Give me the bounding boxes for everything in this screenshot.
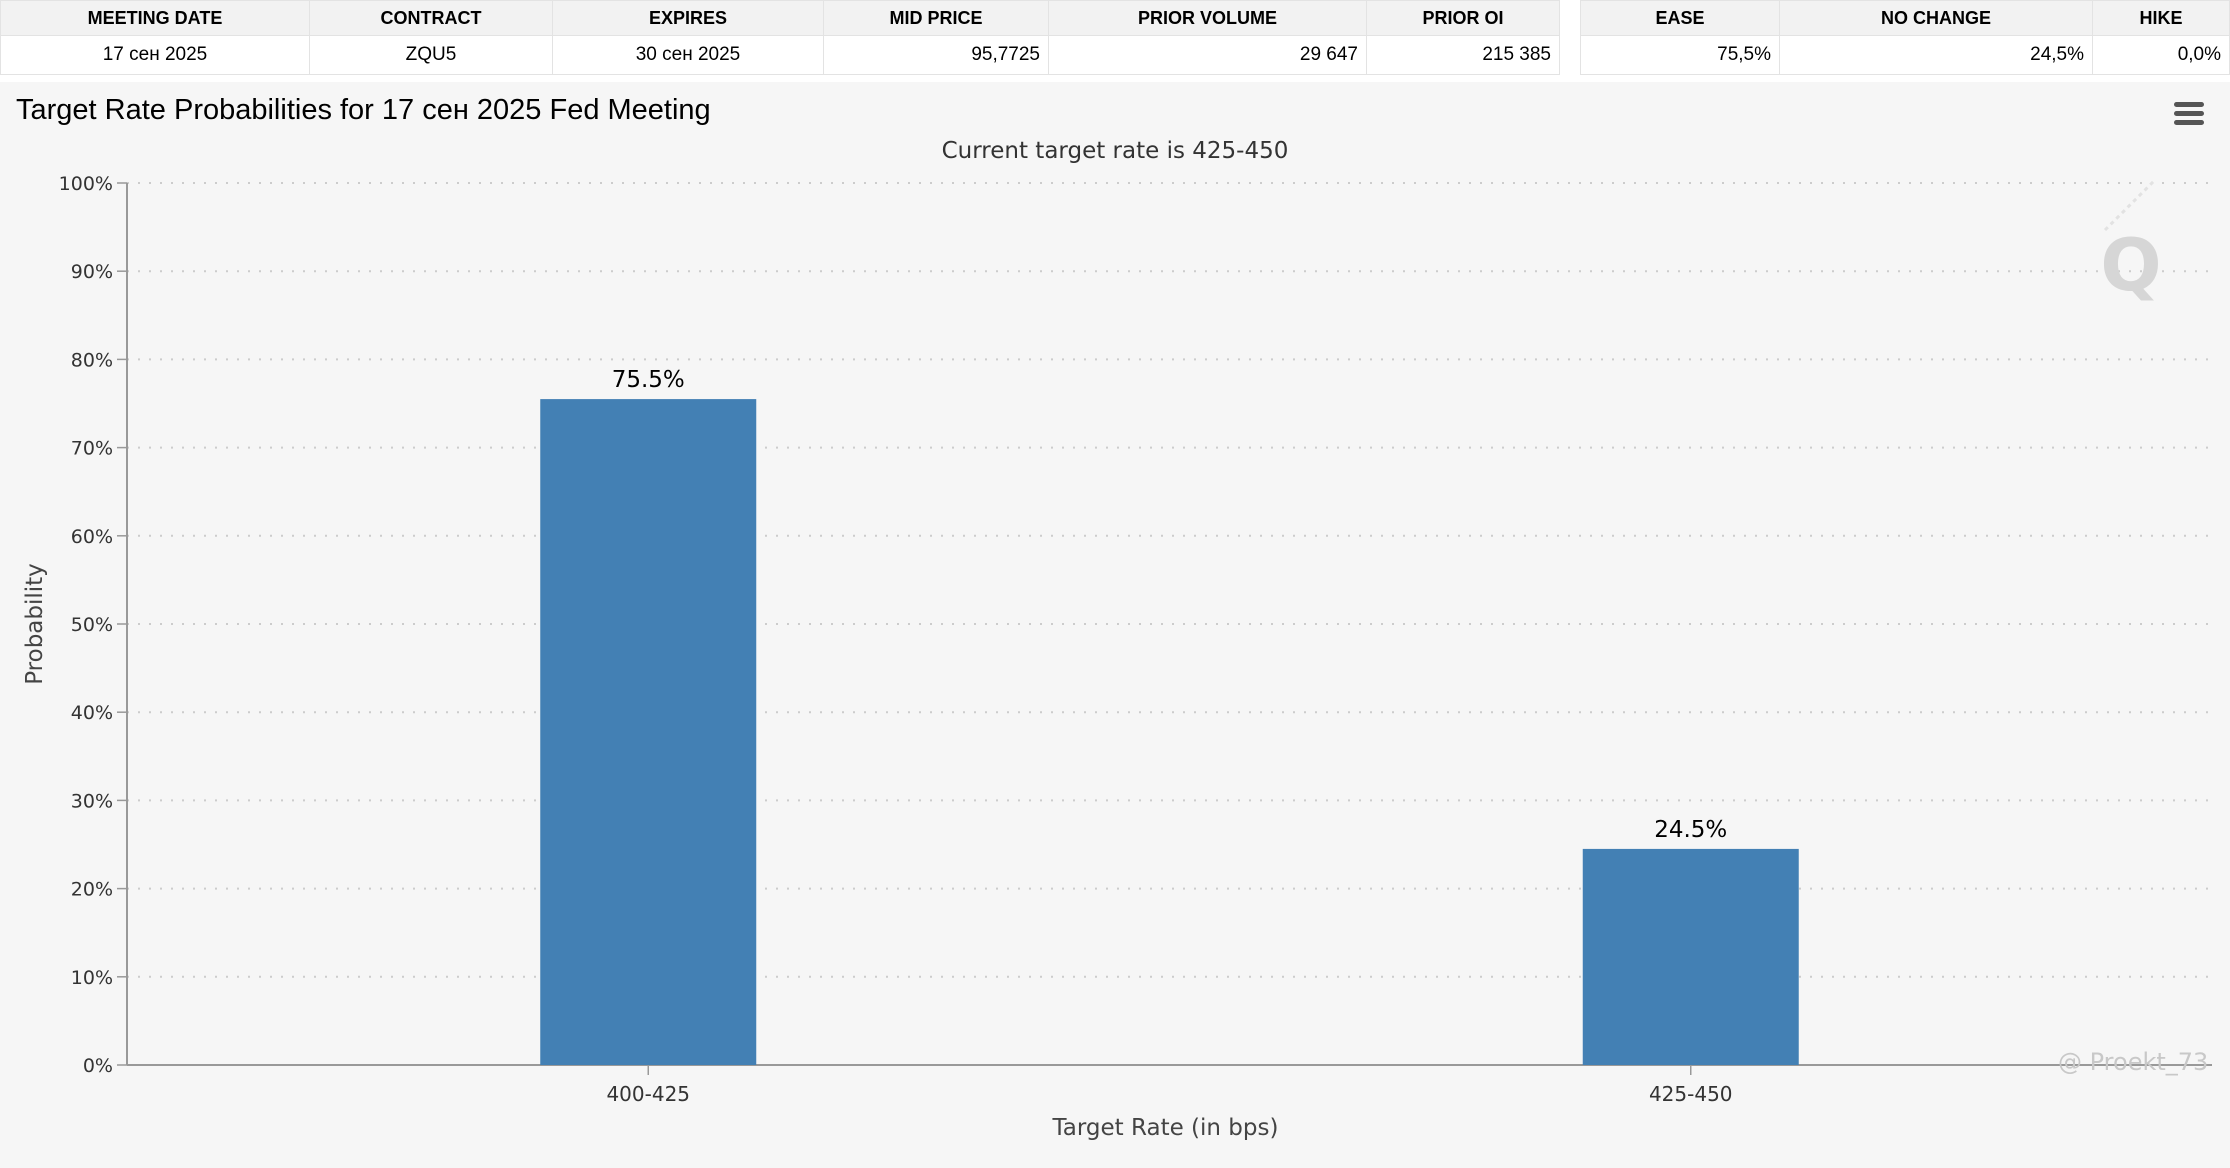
y-tick-label: 40%	[71, 702, 113, 724]
chart-title: Target Rate Probabilities for 17 сен 202…	[16, 94, 711, 126]
header-no-change: NO CHANGE	[1779, 0, 2093, 36]
hamburger-icon-middle	[2174, 111, 2204, 116]
cell-hike: 0,0%	[2092, 35, 2230, 75]
header-ease: EASE	[1580, 0, 1780, 36]
x-axis-title: Target Rate (in bps)	[1052, 1115, 1279, 1141]
chart-panel: 0% 10% 20% 30% 40% 50% 60% 70% 80% 90% 100% 75.5% 40…	[0, 82, 2230, 1168]
chart-labels: 0% 10% 20% 30% 40% 50% 60% 70% 80% 90% 100% 75.5% 40…	[22, 173, 1733, 1141]
axes	[117, 182, 2212, 1075]
y-tick-label: 70%	[71, 438, 113, 460]
cell-mid-price: 95,7725	[823, 35, 1049, 75]
outcome-table-header-row: EASE NO CHANGE HIKE	[1580, 0, 2230, 36]
svg-text:Q: Q	[2100, 223, 2161, 307]
table-row: 17 сен 2025 ZQU5 30 сен 2025 95,7725 29 …	[0, 35, 1560, 75]
table-row: 75,5% 24,5% 0,0%	[1580, 35, 2230, 75]
outcome-table: EASE NO CHANGE HIKE 75,5% 24,5% 0,0%	[1580, 0, 2230, 75]
cell-expires: 30 сен 2025	[552, 35, 824, 75]
cell-ease: 75,5%	[1580, 35, 1780, 75]
hamburger-icon	[2174, 102, 2204, 107]
contract-table-header-row: MEETING DATE CONTRACT EXPIRES MID PRICE …	[0, 0, 1560, 36]
header-tables: MEETING DATE CONTRACT EXPIRES MID PRICE …	[0, 0, 2230, 78]
y-tick-label: 50%	[71, 614, 113, 636]
q-logo-icon: Q	[2100, 178, 2162, 307]
header-contract: CONTRACT	[309, 0, 553, 36]
chart-menu-button[interactable]	[2172, 100, 2206, 130]
cell-prior-volume: 29 647	[1048, 35, 1367, 75]
cell-contract: ZQU5	[309, 35, 553, 75]
bar	[1582, 848, 1799, 1065]
y-tick-label: 90%	[71, 261, 113, 283]
header-hike: HIKE	[2092, 0, 2230, 36]
bar	[540, 399, 757, 1066]
header-prior-oi: PRIOR OI	[1366, 0, 1560, 36]
chart-subtitle: Current target rate is 425-450	[941, 138, 1289, 164]
grid-lines	[127, 182, 2212, 978]
x-tick-label: 400-425	[606, 1082, 690, 1106]
cell-no-change: 24,5%	[1779, 35, 2093, 75]
y-tick-label: 30%	[71, 790, 113, 812]
header-mid-price: MID PRICE	[823, 0, 1049, 36]
y-tick-label: 100%	[59, 173, 113, 195]
y-tick-label: 20%	[71, 879, 113, 901]
y-tick-label: 10%	[71, 967, 113, 989]
bar-data-label: 75.5%	[612, 367, 685, 393]
hamburger-icon-bottom	[2174, 120, 2204, 125]
header-expires: EXPIRES	[552, 0, 824, 36]
header-prior-volume: PRIOR VOLUME	[1048, 0, 1367, 36]
contract-table: MEETING DATE CONTRACT EXPIRES MID PRICE …	[0, 0, 1560, 75]
y-tick-label: 80%	[71, 349, 113, 371]
cell-prior-oi: 215 385	[1366, 35, 1560, 75]
y-tick-label: 60%	[71, 526, 113, 548]
watermark-text: @ Proekt_73	[2058, 1048, 2209, 1076]
bar-chart: 0% 10% 20% 30% 40% 50% 60% 70% 80% 90% 100% 75.5% 40…	[22, 173, 2212, 1141]
y-tick-label: 0%	[83, 1055, 113, 1077]
bar-series	[540, 399, 1799, 1066]
x-tick-label: 425-450	[1649, 1082, 1733, 1106]
cell-meeting-date: 17 сен 2025	[0, 35, 310, 75]
bar-data-label: 24.5%	[1654, 817, 1727, 843]
header-meeting-date: MEETING DATE	[0, 0, 310, 36]
y-axis-title: Probability	[22, 563, 48, 685]
